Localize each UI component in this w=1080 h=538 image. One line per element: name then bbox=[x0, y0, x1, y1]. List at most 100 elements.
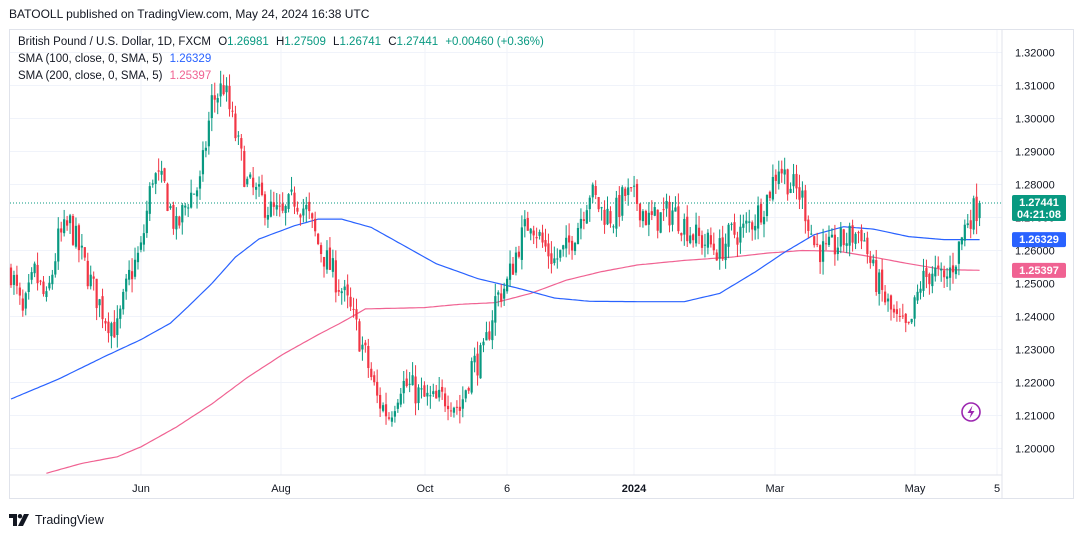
candle bbox=[606, 196, 609, 226]
candle bbox=[727, 222, 730, 259]
symbol-row: British Pound / U.S. Dollar, 1D, FXCM O1… bbox=[18, 34, 544, 51]
candle-body bbox=[252, 177, 255, 188]
sma-100-layer bbox=[10, 218, 980, 400]
candle-body bbox=[839, 228, 842, 247]
candle-body bbox=[816, 243, 819, 245]
candle bbox=[485, 321, 488, 341]
candle-body bbox=[467, 388, 470, 391]
candle bbox=[618, 186, 621, 227]
candle-body bbox=[668, 201, 671, 226]
candle-body bbox=[74, 225, 78, 247]
candle bbox=[293, 186, 296, 215]
candle bbox=[562, 244, 565, 257]
candle bbox=[113, 310, 116, 338]
candle bbox=[343, 279, 346, 302]
candle-body bbox=[325, 250, 329, 270]
candle-body bbox=[269, 201, 272, 217]
candle-body bbox=[721, 237, 724, 260]
candle-body bbox=[762, 216, 766, 225]
candle-body bbox=[594, 186, 597, 196]
candle bbox=[559, 249, 562, 262]
candle bbox=[503, 282, 506, 306]
flash-icon[interactable] bbox=[961, 402, 981, 422]
candle bbox=[328, 237, 332, 271]
time-axis[interactable]: Jun Aug Oct 6 2024 Mar May 5 bbox=[10, 474, 1002, 495]
candle bbox=[824, 233, 828, 251]
price-tag-value: 1.26329 bbox=[1019, 234, 1059, 246]
candle bbox=[231, 101, 234, 118]
candle-body bbox=[573, 242, 577, 252]
candle-body bbox=[379, 394, 382, 409]
candle bbox=[491, 310, 494, 350]
candle bbox=[133, 247, 137, 280]
candle-body bbox=[943, 270, 946, 278]
candle bbox=[759, 198, 763, 225]
close-label: C bbox=[388, 36, 397, 48]
candle bbox=[169, 203, 172, 210]
candle bbox=[89, 265, 92, 290]
chart-frame[interactable] bbox=[9, 29, 1074, 499]
candle-body bbox=[443, 393, 447, 407]
candle-body bbox=[39, 280, 42, 282]
candle bbox=[653, 202, 656, 217]
candle bbox=[568, 223, 571, 255]
candle-body bbox=[582, 219, 585, 221]
candle bbox=[866, 231, 869, 264]
candle bbox=[638, 203, 642, 228]
candle-body bbox=[830, 234, 834, 238]
tradingview-logo-icon bbox=[9, 514, 29, 526]
candle bbox=[576, 222, 580, 245]
candle bbox=[500, 284, 503, 308]
candle bbox=[665, 193, 668, 217]
candle bbox=[810, 224, 813, 235]
candle bbox=[272, 191, 275, 216]
candles-layer bbox=[9, 70, 981, 427]
candle-body bbox=[506, 278, 509, 292]
candle-body bbox=[824, 243, 828, 245]
candle-body bbox=[346, 284, 349, 296]
candle-body bbox=[609, 211, 612, 224]
candle-body bbox=[754, 225, 757, 231]
candle-body bbox=[263, 194, 267, 218]
candle-body bbox=[632, 185, 636, 187]
candle-body bbox=[937, 265, 940, 269]
candle-body bbox=[172, 204, 175, 229]
candle-body bbox=[777, 171, 780, 184]
candle-body bbox=[275, 205, 278, 210]
candle-body bbox=[54, 261, 57, 275]
tradingview-footer[interactable]: TradingView bbox=[9, 513, 104, 527]
candle bbox=[367, 338, 370, 378]
candle bbox=[494, 283, 497, 336]
candle bbox=[881, 258, 884, 302]
candle bbox=[656, 209, 659, 239]
price-tag-bg bbox=[1012, 194, 1066, 221]
candle-body bbox=[476, 353, 479, 376]
candle-body bbox=[579, 218, 583, 229]
candle-body bbox=[429, 395, 432, 397]
candle bbox=[532, 225, 535, 245]
candle-body bbox=[452, 407, 456, 413]
candle-body bbox=[411, 375, 414, 386]
candle-body bbox=[520, 227, 523, 260]
candle-body bbox=[804, 190, 807, 222]
x-tick-label: Mar bbox=[766, 483, 785, 495]
candle-body bbox=[246, 178, 249, 185]
candle bbox=[311, 212, 314, 229]
candle-body bbox=[821, 241, 825, 262]
candle-body bbox=[222, 85, 225, 95]
candle-body bbox=[978, 202, 981, 219]
candle bbox=[24, 291, 27, 316]
y-tick-label: 1.32000 bbox=[1015, 48, 1055, 60]
candle-body bbox=[322, 256, 326, 267]
candle bbox=[910, 318, 913, 325]
candle-body bbox=[697, 227, 701, 236]
candle bbox=[296, 201, 299, 215]
candle-body bbox=[420, 388, 423, 390]
candle bbox=[104, 318, 107, 331]
candle-body bbox=[491, 320, 494, 341]
candle bbox=[36, 252, 39, 291]
candle bbox=[157, 158, 160, 181]
candle-body bbox=[328, 247, 332, 270]
candle bbox=[68, 213, 72, 234]
